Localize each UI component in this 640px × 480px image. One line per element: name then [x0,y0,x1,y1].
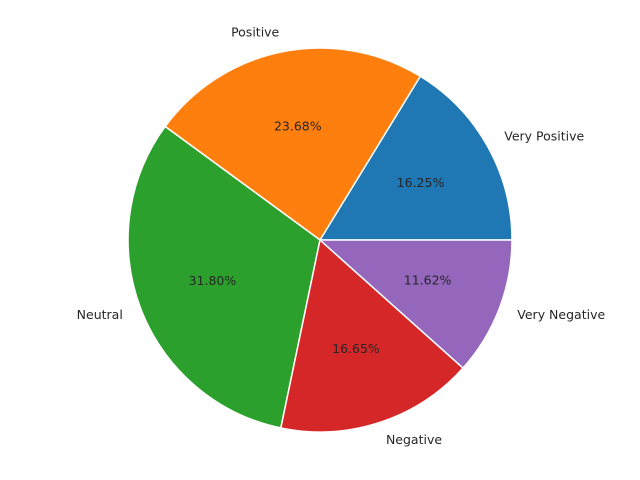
labels-layer: Very Positive 16.25% Positive 23.68% Neutral… [77,24,606,447]
slice-percent-very-negative: 11.62% [404,273,452,288]
slice-percent-positive: 23.68% [274,118,322,133]
pie-slice-very-negative [319,239,513,369]
slice-label-very-positive: Very Positive [504,128,584,143]
slice-percent-very-positive: 16.25% [397,175,445,190]
pie-slice-negative [280,239,464,433]
pie-slice-positive [164,47,422,241]
slices-layer [127,47,513,433]
slice-percent-neutral: 31.80% [189,273,237,288]
slice-label-neutral: Neutral [77,307,123,322]
slice-label-negative: Negative [386,432,442,447]
pie-slice-neutral [127,125,321,429]
slice-label-positive: Positive [231,24,279,39]
pie-slice-very-positive [319,75,513,241]
slice-percent-negative: 16.65% [332,341,380,356]
slice-label-very-negative: Very Negative [517,307,605,322]
